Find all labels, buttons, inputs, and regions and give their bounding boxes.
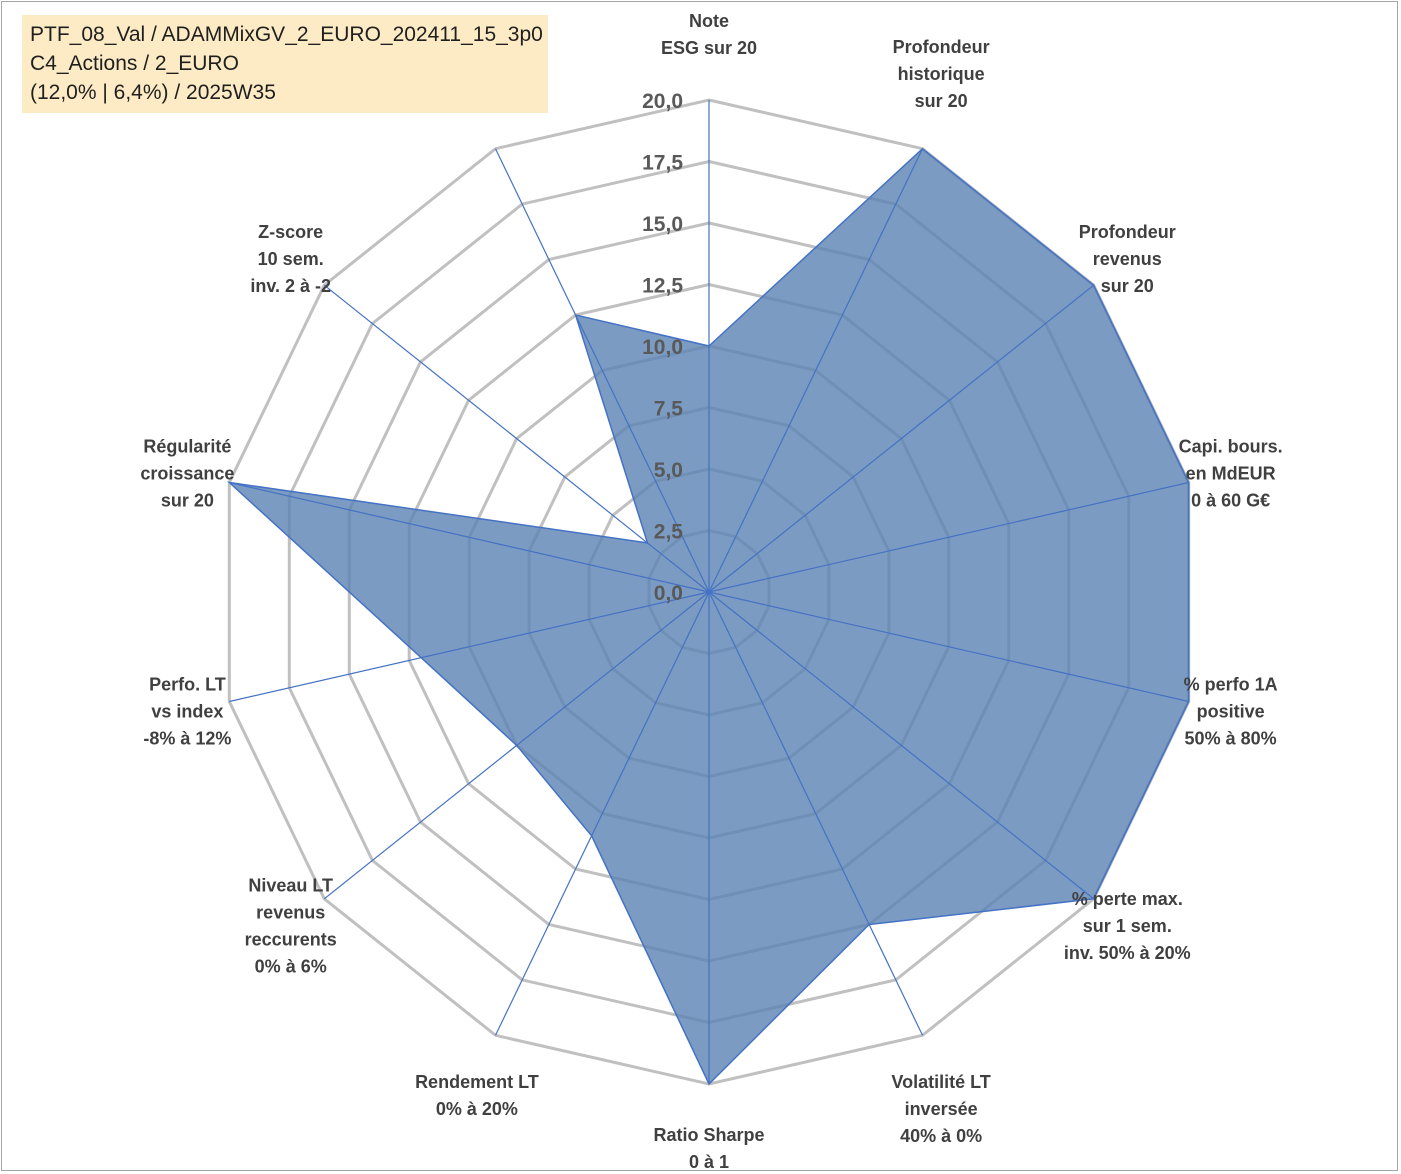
axis-label-line: croissance — [140, 464, 234, 484]
asset-class: C4_Actions / 2_EURO — [30, 52, 239, 75]
tick-label: 20,0 — [642, 90, 683, 113]
axis-label-line: 0% à 20% — [436, 1099, 518, 1119]
axis-label-line: 50% à 80% — [1185, 729, 1277, 749]
tick-label: 7,5 — [654, 398, 684, 421]
axis-label-line: en MdEUR — [1186, 464, 1276, 484]
axis-spoke — [708, 284, 1095, 593]
axis-label-line: vs index — [151, 702, 223, 722]
axis-label-2: Profondeur revenus sur 20 — [1079, 222, 1176, 296]
axis-label-line: % perfo 1A — [1184, 675, 1278, 695]
axis-label-11: Régularité croissance sur 20 — [140, 437, 234, 511]
axis-label-line: Régularité — [143, 437, 231, 457]
axis-spoke — [708, 591, 924, 1036]
performance-week: (12,0% | 6,4%) / 2025W35 — [30, 81, 276, 104]
axis-spoke — [708, 591, 1189, 703]
axis-label-line: -8% à 12% — [143, 729, 231, 749]
axis-label-4: % perfo 1A positive 50% à 80% — [1184, 675, 1278, 749]
axis-label-line: inversée — [905, 1099, 978, 1119]
axis-label-line: 0 à 60 G€ — [1191, 491, 1270, 511]
axis-spoke — [708, 148, 924, 593]
tick-label: 0,0 — [654, 582, 683, 605]
axis-label-6: Volatilité LT inversée 40% à 0% — [891, 1072, 990, 1146]
axis-label-line: 0 à 1 — [689, 1152, 729, 1172]
axis-spoke — [494, 591, 710, 1036]
axis-label-line: Ratio Sharpe — [653, 1125, 764, 1145]
axis-label-9: Niveau LT revenus reccurents 0% à 6% — [245, 876, 337, 977]
axis-label-line: revenus — [256, 903, 325, 923]
axis-label-8: Rendement LT 0% à 20% — [415, 1072, 539, 1119]
axis-label-line: sur 20 — [915, 91, 968, 111]
tick-label: 17,5 — [642, 152, 683, 175]
axis-label-7: Ratio Sharpe 0 à 1 — [653, 1125, 764, 1172]
axis-label-line: 10 sem. — [258, 249, 324, 269]
axis-spoke — [708, 591, 1095, 900]
axis-label-10: Perfo. LT vs index -8% à 12% — [143, 675, 231, 749]
portfolio-name: PTF_08_Val / ADAMMixGV_2_EURO_202411_15_… — [30, 23, 543, 46]
axis-label-line: Rendement LT — [415, 1072, 539, 1092]
axis-spoke — [323, 591, 710, 900]
axis-label-line: Z-score — [258, 222, 323, 242]
axis-label-line: reccurents — [245, 930, 337, 950]
axis-label-line: Profondeur — [1079, 222, 1176, 242]
axis-label-line: Capi. bours. — [1179, 437, 1283, 457]
axis-label-line: Volatilité LT — [891, 1072, 990, 1092]
axis-label-1: Profondeur historique sur 20 — [893, 37, 990, 111]
axis-label-line: sur 20 — [1101, 276, 1154, 296]
axis-label-line: revenus — [1093, 249, 1162, 269]
axis-label-line: historique — [898, 64, 985, 84]
axis-label-line: sur 20 — [161, 491, 214, 511]
axis-label-3: Capi. bours. en MdEUR 0 à 60 G€ — [1179, 437, 1283, 511]
tick-label: 5,0 — [654, 459, 683, 482]
axis-label-line: ESG sur 20 — [661, 38, 757, 58]
axis-label-12: Z-score 10 sem. inv. 2 à -2 — [250, 222, 331, 296]
axis-label-line: % perte max. — [1072, 889, 1183, 909]
axis-label-line: Niveau LT — [248, 876, 333, 896]
axis-label-0: Note ESG sur 20 — [661, 11, 757, 58]
tick-label: 2,5 — [654, 521, 684, 544]
axis-spoke — [229, 591, 710, 703]
axis-label-line: inv. 2 à -2 — [250, 276, 331, 296]
axis-label-line: Perfo. LT — [149, 675, 226, 695]
axis-label-line: Note — [689, 11, 729, 31]
axis-spoke — [229, 481, 710, 593]
radar-tick-labels: 0,0 2,5 5,0 7,5 10,0 12,5 15,0 17,5 20,0 — [642, 90, 683, 605]
axis-label-line: sur 1 sem. — [1083, 916, 1172, 936]
axis-label-line: inv. 50% à 20% — [1064, 943, 1191, 963]
axis-label-line: positive — [1197, 702, 1265, 722]
axis-spoke — [494, 148, 710, 593]
axis-spoke — [323, 284, 710, 593]
portfolio-info-box: PTF_08_Val / ADAMMixGV_2_EURO_202411_15_… — [22, 15, 548, 113]
radar-spokes — [229, 100, 1189, 1084]
axis-label-line: 0% à 6% — [255, 957, 327, 977]
tick-label: 12,5 — [642, 275, 683, 298]
axis-spoke — [708, 481, 1189, 593]
axis-label-5: % perte max. sur 1 sem. inv. 50% à 20% — [1064, 889, 1191, 963]
axis-label-line: 40% à 0% — [900, 1126, 982, 1146]
axis-label-line: Profondeur — [893, 37, 990, 57]
tick-label: 15,0 — [642, 213, 683, 236]
tick-label: 10,0 — [642, 336, 683, 359]
